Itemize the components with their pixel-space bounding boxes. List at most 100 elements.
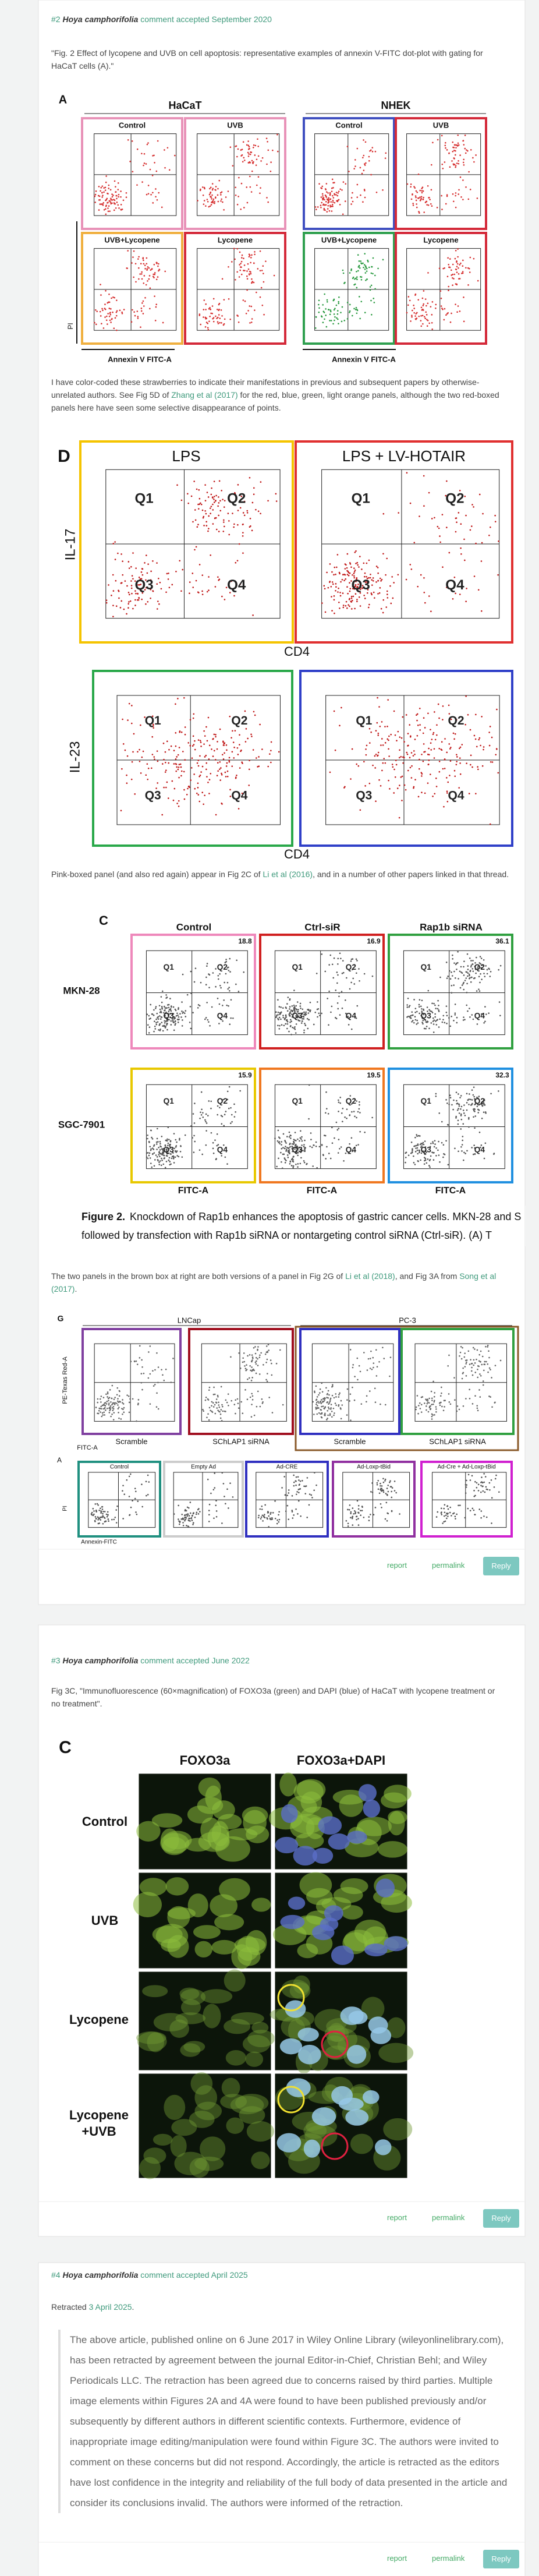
dot	[369, 286, 371, 288]
reply-button[interactable]: Reply	[483, 2209, 519, 2228]
dot	[244, 1389, 246, 1391]
report-link[interactable]: report	[387, 2554, 407, 2563]
permalink[interactable]: permalink	[432, 1561, 465, 1570]
dot	[353, 577, 356, 579]
dot	[215, 315, 217, 317]
dot	[467, 1507, 469, 1510]
status[interactable]: comment accepted April 2025	[140, 2270, 248, 2280]
link[interactable]: 3 April 2025	[88, 2302, 132, 2312]
dot	[157, 760, 159, 762]
dot	[483, 746, 485, 748]
dot	[321, 1382, 323, 1384]
dot	[417, 1022, 419, 1024]
author[interactable]: Hoya camphorifolia	[62, 1656, 139, 1665]
dot	[289, 1019, 292, 1021]
status[interactable]: comment accepted September 2020	[140, 15, 272, 24]
dot	[358, 264, 360, 267]
dot	[468, 1126, 470, 1128]
dot	[435, 1024, 438, 1026]
comment-number[interactable]: #3	[51, 1656, 61, 1665]
dot	[222, 499, 224, 500]
link[interactable]: Li et al (2018)	[345, 1271, 395, 1281]
dot	[438, 1112, 441, 1114]
dot	[278, 1521, 280, 1523]
dot	[209, 306, 211, 309]
dot	[482, 1490, 484, 1492]
dot	[159, 1018, 162, 1020]
dot	[374, 755, 376, 757]
dot	[166, 1022, 168, 1024]
dot	[382, 513, 385, 515]
permalink[interactable]: permalink	[432, 2554, 465, 2563]
dot	[339, 203, 341, 206]
dot	[416, 1149, 419, 1151]
dot	[423, 290, 425, 292]
dot	[211, 1401, 213, 1403]
dot	[381, 578, 383, 581]
cell	[194, 2085, 218, 2110]
dot	[452, 284, 453, 287]
dot	[151, 175, 154, 176]
dot	[423, 505, 425, 507]
dot	[243, 157, 245, 159]
dot	[413, 186, 415, 188]
dot	[399, 736, 401, 738]
dot	[368, 603, 370, 606]
dot	[228, 1005, 229, 1007]
permalink[interactable]: permalink	[432, 2213, 465, 2222]
reply-button[interactable]: Reply	[483, 2550, 519, 2568]
dot	[114, 199, 116, 202]
dot	[354, 283, 356, 285]
dot	[225, 744, 228, 746]
cell	[136, 1821, 161, 1842]
link[interactable]: Zhang et al (2017)	[171, 390, 238, 400]
dot	[473, 257, 475, 260]
dot	[184, 1514, 186, 1516]
author[interactable]: Hoya camphorifolia	[62, 15, 139, 24]
dot	[361, 587, 363, 589]
reply-button[interactable]: Reply	[483, 1557, 519, 1575]
dot	[251, 318, 253, 320]
dot	[226, 749, 228, 751]
dot	[471, 1089, 473, 1091]
dot	[329, 313, 331, 316]
dot	[448, 743, 451, 745]
dot	[142, 300, 144, 302]
dot	[174, 1008, 176, 1010]
link[interactable]: Li et al (2016)	[263, 870, 313, 879]
dot	[164, 167, 166, 169]
dot	[440, 305, 442, 307]
dot	[434, 711, 435, 713]
dot	[471, 1374, 474, 1376]
figure-label: Scramble	[334, 1437, 366, 1446]
report-link[interactable]: report	[387, 1561, 407, 1570]
dot	[419, 999, 421, 1001]
dot	[259, 1508, 261, 1510]
dot	[148, 1481, 150, 1483]
dot	[223, 323, 225, 325]
dot	[427, 1399, 429, 1401]
status[interactable]: comment accepted June 2022	[140, 1656, 250, 1665]
dot	[417, 197, 419, 199]
comment-number[interactable]: #4	[51, 2270, 61, 2280]
author[interactable]: Hoya camphorifolia	[62, 2270, 139, 2280]
dot	[322, 203, 325, 205]
comment-number[interactable]: #2	[51, 15, 61, 24]
dot	[428, 492, 430, 494]
dot	[480, 957, 483, 959]
link[interactable]: Song et al (2017)	[51, 1271, 497, 1294]
cell	[341, 1905, 363, 1920]
cell	[221, 2077, 240, 2098]
dot	[161, 1135, 163, 1137]
dot	[444, 1400, 446, 1401]
dot	[414, 315, 416, 317]
dot	[471, 1403, 474, 1405]
dot	[294, 1148, 296, 1150]
report-link[interactable]: report	[387, 2213, 407, 2222]
dot	[215, 494, 217, 497]
dot	[327, 204, 329, 207]
dot	[430, 729, 431, 731]
dot	[218, 578, 221, 581]
figure-label: Control	[119, 121, 146, 129]
